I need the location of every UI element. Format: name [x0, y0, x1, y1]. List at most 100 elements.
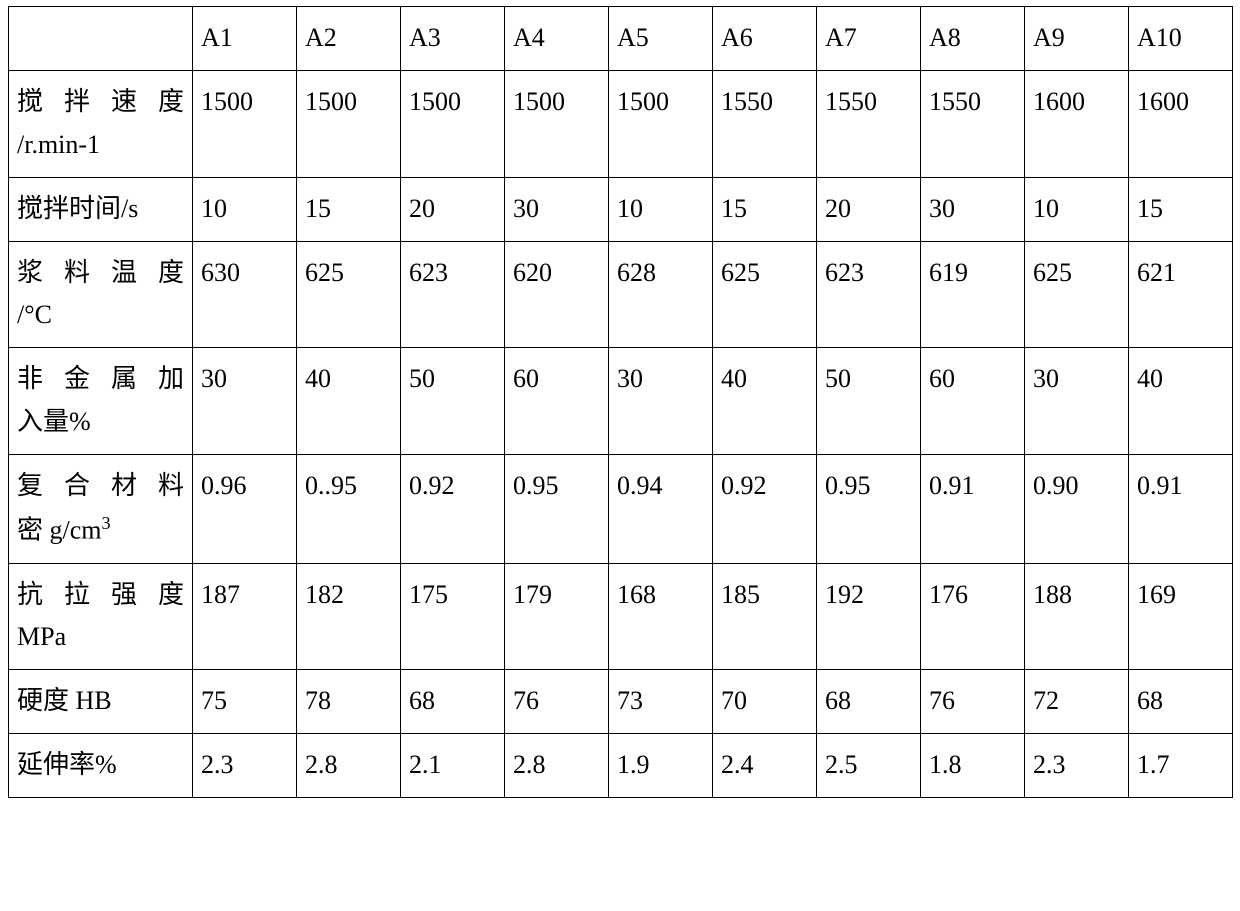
table-cell: 2.4 — [713, 734, 817, 798]
row-label-line1: 搅拌时间/s — [17, 188, 184, 231]
row-label-line1: 抗拉强度 — [17, 574, 184, 617]
table-row: 非金属加 入量% 30 40 50 60 30 40 50 60 30 40 — [9, 348, 1233, 455]
table-cell: 625 — [297, 241, 401, 348]
table-cell: 619 — [921, 241, 1025, 348]
table-cell: 2.5 — [817, 734, 921, 798]
table-cell: 15 — [713, 177, 817, 241]
table-cell: 168 — [609, 563, 713, 670]
table-cell: 0.90 — [1025, 455, 1129, 563]
table-cell: 182 — [297, 563, 401, 670]
row-label: 复合材料 密 g/cm3 — [9, 455, 193, 563]
table-cell: 2.8 — [297, 734, 401, 798]
table-cell: 70 — [713, 670, 817, 734]
table-cell: 75 — [193, 670, 297, 734]
table-cell: 10 — [193, 177, 297, 241]
row-label-line1: 复合材料 — [17, 465, 184, 508]
table-cell: 621 — [1129, 241, 1233, 348]
header-cell: A3 — [401, 7, 505, 71]
table-cell: 60 — [505, 348, 609, 455]
table-cell: 187 — [193, 563, 297, 670]
table-cell: 20 — [401, 177, 505, 241]
table-cell: 623 — [817, 241, 921, 348]
row-label-line1: 延伸率% — [17, 744, 184, 787]
row-label: 非金属加 入量% — [9, 348, 193, 455]
table-cell: 188 — [1025, 563, 1129, 670]
row-label-line2: 入量% — [17, 401, 184, 444]
row-label: 搅拌速度 /r.min-1 — [9, 70, 193, 177]
table-cell: 1550 — [817, 70, 921, 177]
table-cell: 15 — [1129, 177, 1233, 241]
table-cell: 2.3 — [1025, 734, 1129, 798]
table-cell: 630 — [193, 241, 297, 348]
header-cell: A2 — [297, 7, 401, 71]
table-cell: 10 — [1025, 177, 1129, 241]
table-row: 浆料温度 /°C 630 625 623 620 628 625 623 619… — [9, 241, 1233, 348]
table-cell: 1500 — [505, 70, 609, 177]
data-table: A1 A2 A3 A4 A5 A6 A7 A8 A9 A10 搅拌速度 /r.m… — [8, 6, 1233, 798]
row-label-line1: 浆料温度 — [17, 252, 184, 295]
table-cell: 0.92 — [401, 455, 505, 563]
table-cell: 620 — [505, 241, 609, 348]
table-cell: 0.91 — [921, 455, 1025, 563]
table-row: 搅拌速度 /r.min-1 1500 1500 1500 1500 1500 1… — [9, 70, 1233, 177]
row-label-line2: 密 g/cm3 — [17, 508, 184, 553]
table-cell: 60 — [921, 348, 1025, 455]
table-cell: 1600 — [1025, 70, 1129, 177]
table-cell: 40 — [713, 348, 817, 455]
header-cell: A9 — [1025, 7, 1129, 71]
table-cell: 15 — [297, 177, 401, 241]
row-label-line1: 硬度 HB — [17, 680, 184, 723]
table-cell: 623 — [401, 241, 505, 348]
row-label-line1: 非金属加 — [17, 358, 184, 401]
table-cell: 2.3 — [193, 734, 297, 798]
table-cell: 2.1 — [401, 734, 505, 798]
table-cell: 50 — [817, 348, 921, 455]
table-cell: 0.91 — [1129, 455, 1233, 563]
table-cell: 0.96 — [193, 455, 297, 563]
table-cell: 169 — [1129, 563, 1233, 670]
table-cell: 0.95 — [817, 455, 921, 563]
table-cell: 30 — [505, 177, 609, 241]
table-cell: 30 — [609, 348, 713, 455]
header-cell: A1 — [193, 7, 297, 71]
table-cell: 1500 — [193, 70, 297, 177]
row-label: 抗拉强度 MPa — [9, 563, 193, 670]
table-row: 硬度 HB 75 78 68 76 73 70 68 76 72 68 — [9, 670, 1233, 734]
table-cell: 1550 — [713, 70, 817, 177]
header-cell: A8 — [921, 7, 1025, 71]
table-cell: 1600 — [1129, 70, 1233, 177]
table-cell: 1.7 — [1129, 734, 1233, 798]
table-cell: 50 — [401, 348, 505, 455]
row-label-line2: /r.min-1 — [17, 124, 184, 167]
row-label: 搅拌时间/s — [9, 177, 193, 241]
table-cell: 175 — [401, 563, 505, 670]
header-cell: A5 — [609, 7, 713, 71]
row-label-line2: /°C — [17, 294, 184, 337]
table-cell: 20 — [817, 177, 921, 241]
table-row: 搅拌时间/s 10 15 20 30 10 15 20 30 10 15 — [9, 177, 1233, 241]
row-label: 硬度 HB — [9, 670, 193, 734]
table-cell: 30 — [921, 177, 1025, 241]
table-header-row: A1 A2 A3 A4 A5 A6 A7 A8 A9 A10 — [9, 7, 1233, 71]
table-row: 延伸率% 2.3 2.8 2.1 2.8 1.9 2.4 2.5 1.8 2.3… — [9, 734, 1233, 798]
table-cell: 1.9 — [609, 734, 713, 798]
table-cell: 625 — [713, 241, 817, 348]
table-cell: 10 — [609, 177, 713, 241]
table-cell: 2.8 — [505, 734, 609, 798]
table-row: 复合材料 密 g/cm3 0.96 0..95 0.92 0.95 0.94 0… — [9, 455, 1233, 563]
row-label: 浆料温度 /°C — [9, 241, 193, 348]
table-cell: 40 — [1129, 348, 1233, 455]
table-cell: 0.95 — [505, 455, 609, 563]
table-cell: 76 — [921, 670, 1025, 734]
table-cell: 1500 — [297, 70, 401, 177]
row-label-line1: 搅拌速度 — [17, 81, 184, 124]
table-cell: 192 — [817, 563, 921, 670]
table-cell: 625 — [1025, 241, 1129, 348]
row-label: 延伸率% — [9, 734, 193, 798]
header-cell: A10 — [1129, 7, 1233, 71]
table-row: 抗拉强度 MPa 187 182 175 179 168 185 192 176… — [9, 563, 1233, 670]
row-label-line2: MPa — [17, 616, 184, 659]
table-cell: 0..95 — [297, 455, 401, 563]
table-cell: 68 — [401, 670, 505, 734]
table-cell: 30 — [193, 348, 297, 455]
